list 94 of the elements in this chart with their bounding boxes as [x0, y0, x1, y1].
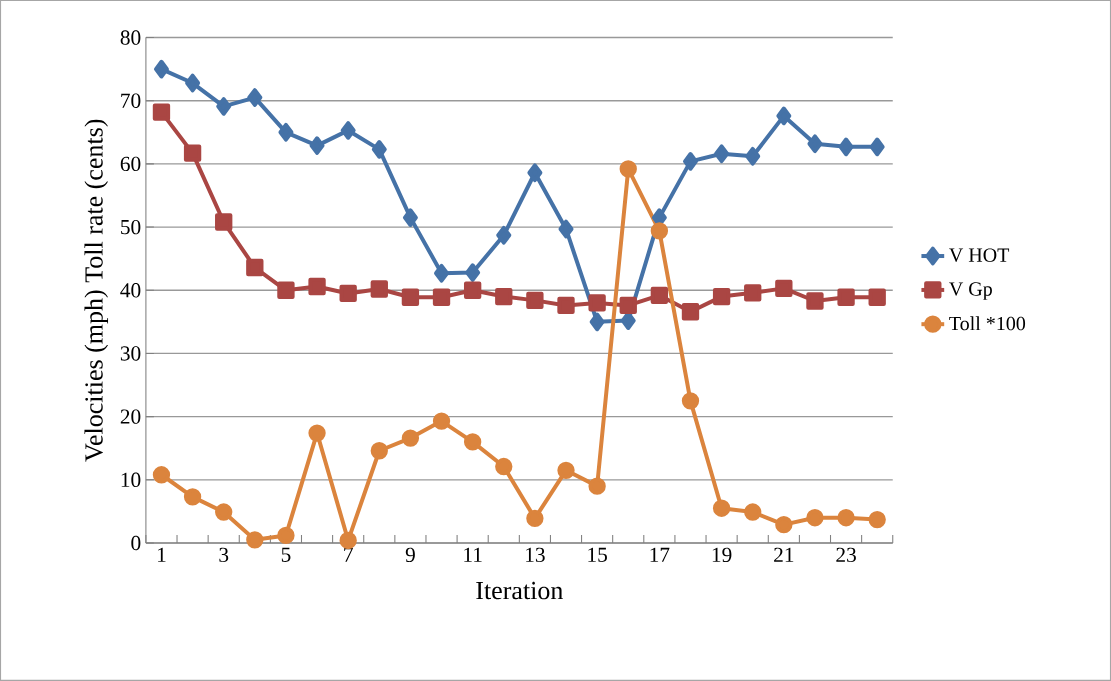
- legend-label: V Gp: [949, 282, 992, 300]
- point: [682, 152, 698, 171]
- y-tick-label: 80: [120, 30, 141, 45]
- point: [401, 429, 420, 447]
- point: [463, 281, 482, 299]
- point: [495, 287, 513, 306]
- point: [838, 137, 854, 157]
- y-tick-label: 10: [121, 472, 141, 488]
- point: [526, 291, 544, 310]
- point: [744, 284, 762, 302]
- point: [432, 288, 451, 306]
- point: [807, 134, 823, 154]
- point: [152, 466, 171, 484]
- y-tick-label: 20: [120, 409, 141, 424]
- point: [588, 294, 606, 312]
- point: [434, 263, 450, 283]
- point: [837, 288, 855, 306]
- point: [401, 288, 420, 306]
- point: [868, 288, 886, 306]
- point: [152, 103, 171, 121]
- point: [185, 73, 201, 93]
- x-tick-label: 23: [836, 547, 856, 563]
- point: [775, 516, 793, 534]
- point: [557, 296, 575, 315]
- point: [183, 144, 202, 162]
- y-tick-label: 30: [120, 346, 141, 361]
- point: [806, 509, 824, 527]
- point: [714, 144, 730, 164]
- point: [868, 510, 886, 529]
- y-tick-label: 70: [121, 93, 141, 108]
- x-axis-title: Iteration: [476, 581, 563, 600]
- point: [246, 531, 264, 549]
- point: [650, 222, 669, 240]
- point: [246, 258, 264, 277]
- point: [619, 160, 637, 178]
- point: [681, 303, 700, 321]
- point: [526, 509, 544, 528]
- point: [744, 503, 762, 521]
- point: [308, 277, 326, 296]
- x-tick-label: 3: [219, 547, 229, 563]
- point: [465, 263, 481, 282]
- point: [712, 287, 731, 306]
- point: [619, 296, 637, 315]
- point: [402, 208, 418, 227]
- point: [837, 509, 855, 527]
- legend-label: Toll *100: [949, 316, 1026, 331]
- legend-label: V HOT: [949, 248, 1010, 262]
- point: [215, 503, 233, 521]
- x-tick-label: 5: [281, 547, 291, 562]
- point: [463, 433, 482, 451]
- point: [558, 219, 574, 239]
- point: [370, 442, 388, 460]
- x-tick-label: 13: [526, 547, 545, 563]
- point: [496, 226, 512, 245]
- y-tick-label: 60: [120, 156, 141, 172]
- point: [776, 106, 792, 126]
- point: [371, 140, 387, 159]
- point: [775, 279, 793, 298]
- point: [278, 123, 294, 142]
- point: [589, 312, 605, 332]
- point: [277, 526, 295, 545]
- point: [216, 97, 232, 116]
- x-tick-label: 19: [712, 547, 732, 563]
- y-tick-label: 40: [120, 283, 141, 298]
- point: [681, 392, 700, 410]
- point: [153, 59, 169, 79]
- x-tick-label: 1: [158, 547, 166, 562]
- y-tick-label: 0: [131, 535, 141, 551]
- x-tick-label: 9: [405, 547, 415, 563]
- point: [247, 88, 263, 107]
- point: [308, 424, 326, 442]
- point: [650, 286, 669, 305]
- point: [370, 280, 388, 298]
- point: [869, 137, 885, 157]
- point: [277, 281, 295, 299]
- x-tick-label: 11: [464, 547, 482, 562]
- y-axis-title: Velocities (mph) Toll rate (cents): [84, 119, 109, 462]
- point: [588, 477, 606, 495]
- point: [432, 412, 451, 430]
- x-tick-label: 21: [774, 547, 794, 562]
- point: [557, 461, 575, 480]
- point: [340, 121, 356, 140]
- point: [309, 136, 325, 155]
- point: [215, 213, 233, 231]
- point: [495, 457, 513, 476]
- point: [745, 147, 761, 166]
- y-tick-label: 50: [121, 219, 141, 235]
- point: [339, 284, 357, 303]
- point: [183, 488, 202, 506]
- point: [527, 163, 543, 183]
- x-tick-label: 17: [650, 547, 670, 562]
- point: [712, 499, 731, 517]
- point: [806, 292, 824, 310]
- x-tick-label: 15: [588, 547, 607, 563]
